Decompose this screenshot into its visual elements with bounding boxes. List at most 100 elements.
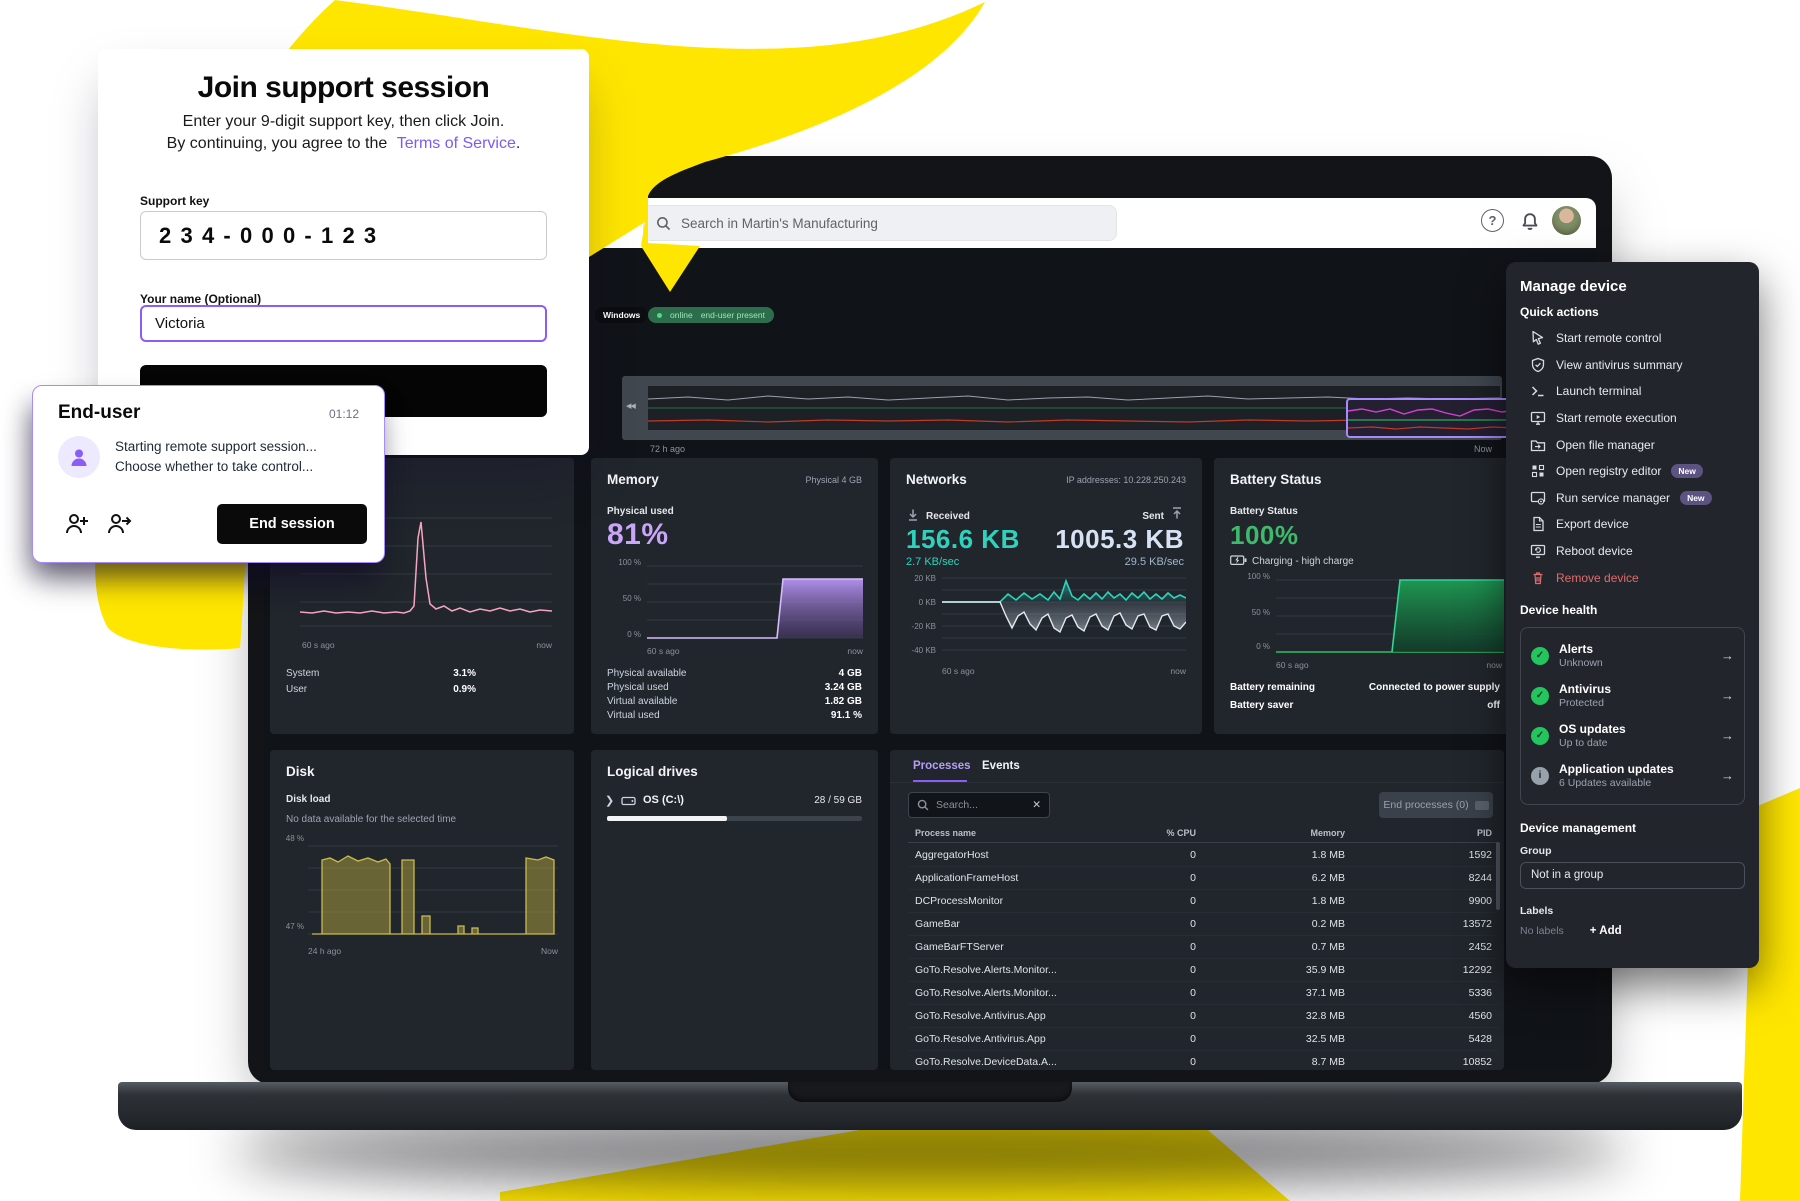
networks-card: Networks IP addresses: 10.228.250.243 Re… [890, 458, 1202, 734]
end-user-avatar [58, 436, 100, 478]
add-user-icon[interactable] [63, 510, 91, 538]
tab-processes[interactable]: Processes [913, 760, 971, 772]
laptop-base-notch [788, 1082, 1072, 1102]
process-row[interactable]: GoTo.Resolve.Antivirus.App 0 32.5 MB 5428 [908, 1027, 1498, 1051]
process-row[interactable]: GameBar 0 0.2 MB 13572 [908, 912, 1498, 936]
manage-device-panel: Manage device Quick actions Start remote… [1506, 262, 1759, 968]
name-input[interactable]: Victoria [140, 305, 547, 342]
arrow-right-icon[interactable]: → [1721, 768, 1734, 784]
new-badge: New [1680, 490, 1712, 505]
os-badge: Windows [595, 307, 649, 323]
monitor-reboot-icon [1530, 544, 1546, 558]
timeline-selection-handle[interactable] [1346, 398, 1518, 438]
group-select[interactable]: Not in a group [1520, 861, 1745, 889]
logical-drives-card: Logical drives ❯ OS (C:\) 28 / 59 GB [591, 750, 878, 1070]
end-session-button[interactable]: End session [217, 504, 367, 544]
battery-stat-row: Battery remaining Connected to power supp… [1230, 682, 1500, 693]
download-icon [909, 509, 917, 521]
process-row[interactable]: AggregatorHost 0 1.8 MB 1592 [908, 843, 1498, 867]
process-row[interactable]: GoTo.Resolve.Alerts.Monitor... 0 37.1 MB 53… [908, 981, 1498, 1005]
monitor-play-icon [1530, 411, 1546, 425]
action-start-remote-control[interactable]: Start remote control [1520, 325, 1745, 352]
terms-of-service-link[interactable]: Terms of Service [396, 135, 516, 152]
device-health-heading: Device health [1520, 602, 1598, 617]
help-icon[interactable]: ? [1481, 209, 1504, 232]
health-os-updates[interactable]: ✓ OS updates Up to date → [1531, 716, 1734, 756]
memory-stat-row: Physical used 3.24 GB [607, 682, 862, 693]
cpu-stat-user: User 0.9% [286, 684, 476, 695]
network-traffic-chart [942, 577, 1186, 651]
action-view-antivirus-summary[interactable]: View antivirus summary [1520, 352, 1745, 379]
check-icon: ✓ [1531, 646, 1549, 665]
process-row[interactable]: GameBarFTServer 0 0.7 MB 2452 [908, 935, 1498, 959]
memory-stat-row: Virtual used 91.1 % [607, 710, 862, 721]
search-icon [917, 799, 929, 811]
action-run-service-manager[interactable]: Run service manager New [1520, 485, 1745, 512]
action-start-remote-execution[interactable]: Start remote execution [1520, 405, 1745, 432]
process-row[interactable]: GoTo.Resolve.Antivirus.App 0 32.8 MB 4560 [908, 1004, 1498, 1028]
folder-transfer-icon [1530, 440, 1546, 451]
notifications-bell-icon[interactable] [1518, 209, 1542, 235]
timeline-start-label: 72 h ago [650, 444, 686, 454]
history-timeline[interactable]: ◀◀ 72 h ago Now [622, 376, 1518, 454]
panel-title: Manage device [1520, 278, 1627, 295]
user-avatar[interactable] [1552, 206, 1581, 235]
memory-stat-row: Physical available 4 GB [607, 668, 862, 679]
sent-value: 1005.3 KB [1055, 524, 1184, 554]
transfer-user-icon[interactable] [105, 510, 133, 538]
process-row[interactable]: DCProcessMonitor 0 1.8 MB 9900 [908, 889, 1498, 913]
process-row[interactable]: GoTo.Resolve.DeviceData.A... 0 8.7 MB 10852 [908, 1050, 1498, 1070]
action-launch-terminal[interactable]: Launch terminal [1520, 378, 1745, 405]
export-file-icon [1533, 517, 1544, 532]
search-icon [657, 216, 671, 230]
support-key-label: Support key [140, 194, 210, 208]
process-search-input[interactable]: Search... ✕ [908, 792, 1050, 818]
memory-used-percent: 81% [607, 518, 669, 551]
disk-card: Disk Disk load No data available for the… [270, 750, 574, 1070]
health-antivirus[interactable]: ✓ Antivirus Protected → [1531, 676, 1734, 716]
add-label-button[interactable]: + Add [1589, 924, 1622, 937]
search-input[interactable]: Search in Martin's Manufacturing [643, 205, 1117, 241]
arrow-right-icon[interactable]: → [1721, 688, 1734, 704]
action-remove-device[interactable]: Remove device [1520, 564, 1745, 591]
health-alerts[interactable]: ✓ Alerts Unknown → [1531, 636, 1734, 676]
action-open-file-manager[interactable]: Open file manager [1520, 431, 1745, 458]
action-export-device[interactable]: Export device [1520, 511, 1745, 538]
drive-usage-bar [607, 816, 862, 821]
action-open-registry-editor[interactable]: Open registry editor New [1520, 458, 1745, 485]
cpu-stat-system: System 3.1% [286, 668, 476, 679]
end-processes-button[interactable]: End processes (0) [1379, 792, 1493, 818]
device-health-box: ✓ Alerts Unknown → ✓ Antivirus Protected… [1520, 626, 1745, 805]
scrollbar-thumb[interactable] [1496, 842, 1500, 910]
support-key-input[interactable]: 234-000-123 [140, 211, 547, 260]
rewind-icon[interactable]: ◀◀ [626, 403, 636, 410]
terminal-icon [1531, 386, 1544, 397]
clear-search-icon[interactable]: ✕ [1032, 799, 1041, 811]
info-icon: i [1531, 766, 1549, 785]
timeline-end-label: Now [1473, 444, 1492, 454]
keyboard-hint-icon [1474, 800, 1489, 810]
toast-message-line1: Starting remote support session... [115, 439, 317, 454]
toast-message-line2: Choose whether to take control... [115, 459, 314, 474]
arrow-right-icon[interactable]: → [1721, 648, 1734, 664]
arrow-right-icon[interactable]: → [1721, 728, 1734, 744]
end-user-title: End-user [58, 402, 141, 423]
online-dot [657, 312, 662, 318]
drive-name[interactable]: OS (C:\) [643, 794, 684, 806]
check-icon: ✓ [1531, 686, 1549, 705]
memory-usage-chart [647, 565, 863, 639]
join-card-subtitle-line1: Enter your 9-digit support key, then cli… [182, 113, 505, 130]
drive-usage-bar-fill [607, 816, 727, 821]
process-row[interactable]: GoTo.Resolve.Alerts.Monitor... 0 35.9 MB 12… [908, 958, 1498, 982]
tab-events[interactable]: Events [982, 760, 1020, 772]
chevron-right-icon[interactable]: ❯ [605, 795, 615, 807]
health-application-updates[interactable]: i Application updates 6 Updates availabl… [1531, 756, 1734, 796]
process-row[interactable]: ApplicationFrameHost 0 6.2 MB 8244 [908, 866, 1498, 890]
device-management-heading: Device management [1520, 820, 1637, 835]
action-reboot-device[interactable]: Reboot device [1520, 538, 1745, 565]
memory-stat-row: Virtual available 1.82 GB [607, 696, 862, 707]
join-card-title: Join support session [197, 71, 490, 104]
person-icon [71, 449, 87, 466]
registry-grid-icon [1531, 465, 1545, 478]
battery-percent: 100% [1230, 520, 1299, 550]
